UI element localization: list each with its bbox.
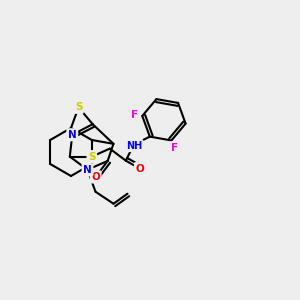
Text: S: S	[75, 102, 82, 112]
Text: O: O	[91, 172, 100, 182]
Text: NH: NH	[126, 141, 142, 151]
Text: S: S	[88, 152, 95, 162]
Text: N: N	[83, 165, 92, 175]
Text: F: F	[170, 143, 178, 153]
Text: F: F	[131, 110, 138, 120]
Text: O: O	[135, 164, 144, 174]
Text: N: N	[68, 130, 77, 140]
